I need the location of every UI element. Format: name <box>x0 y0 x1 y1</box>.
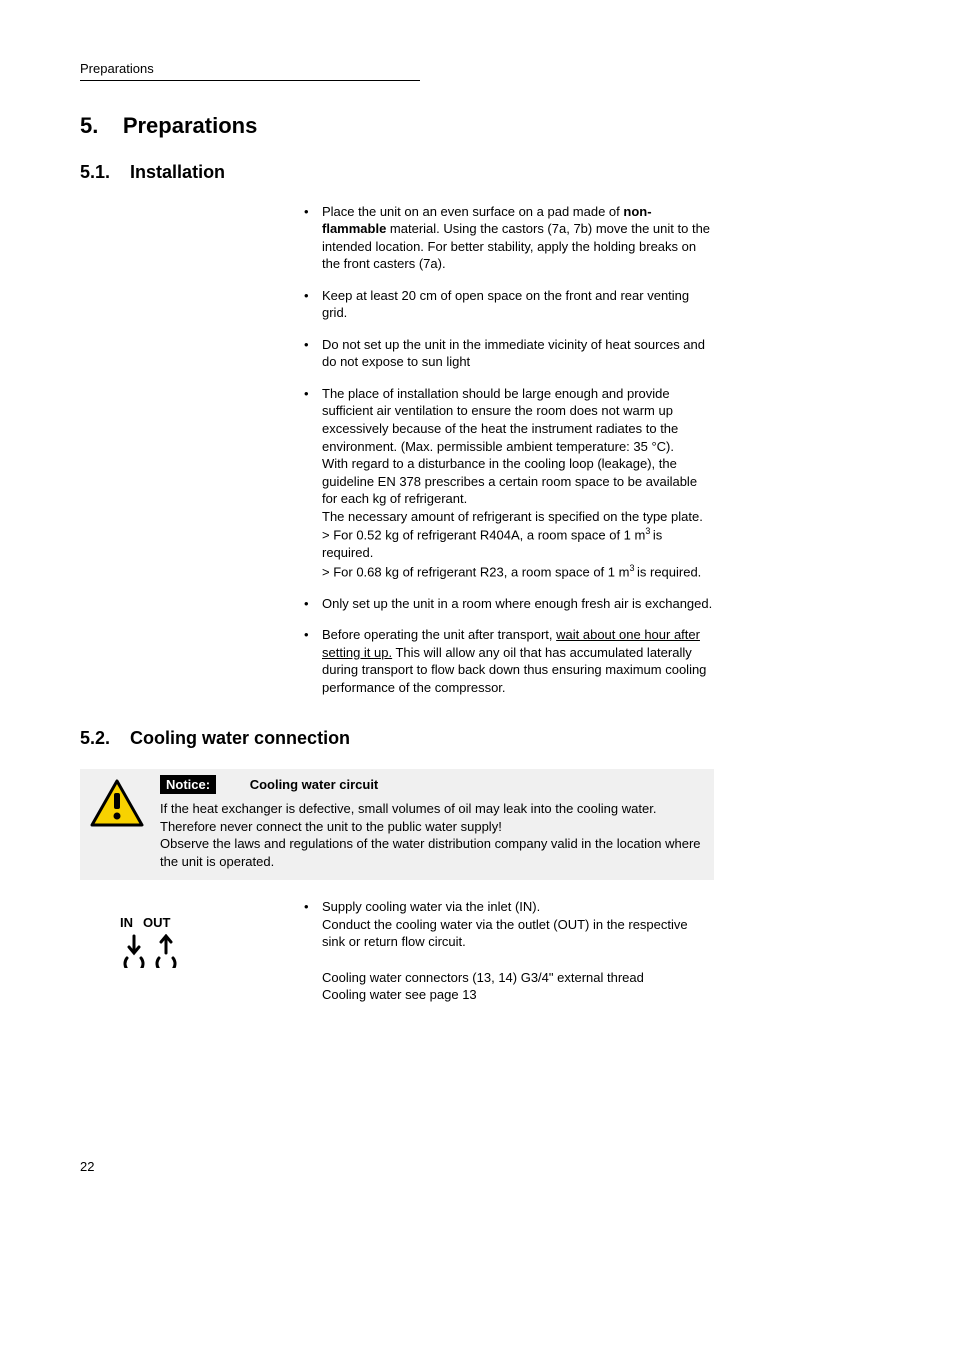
chapter-heading: 5. Preparations <box>80 111 714 141</box>
text: Supply cooling water via the inlet (IN). <box>322 899 540 914</box>
text: is required. <box>637 564 701 579</box>
text: Conduct the cooling water via the outlet… <box>322 917 688 950</box>
inout-col: IN OUT <box>80 898 300 1017</box>
text: Before operating the unit after transpor… <box>322 627 556 642</box>
installation-content: Place the unit on an even surface on a p… <box>300 203 714 697</box>
notice-text: If the heat exchanger is defective, smal… <box>160 800 704 835</box>
chapter-number: 5. <box>80 113 98 138</box>
superscript: 3 <box>645 526 653 536</box>
superscript: 3 <box>629 563 637 573</box>
chapter-title: Preparations <box>123 113 258 138</box>
list-item: Do not set up the unit in the immediate … <box>300 336 714 371</box>
running-head: Preparations <box>80 60 420 81</box>
notice-body: Notice: Cooling water circuit If the hea… <box>160 775 704 871</box>
inout-icon <box>120 934 184 968</box>
section-title: Cooling water connection <box>130 728 350 748</box>
list-item: Place the unit on an even surface on a p… <box>300 203 714 273</box>
list-item: Keep at least 20 cm of open space on the… <box>300 287 714 322</box>
text: The necessary amount of refrigerant is s… <box>322 509 703 524</box>
notice-title-row: Notice: Cooling water circuit <box>160 775 704 795</box>
text: Cooling water see page 13 <box>322 987 477 1002</box>
text: > For 0.68 kg of refrigerant R23, a room… <box>322 564 629 579</box>
list-item: Supply cooling water via the inlet (IN).… <box>300 898 714 1003</box>
text: The place of installation should be larg… <box>322 386 678 454</box>
in-label: IN <box>120 914 133 932</box>
list-item: Before operating the unit after transpor… <box>300 626 714 696</box>
cooling-water-content: Supply cooling water via the inlet (IN).… <box>300 898 714 1017</box>
notice-title: Cooling water circuit <box>250 777 379 792</box>
section-number: 5.2. <box>80 728 110 748</box>
list-item: Only set up the unit in a room where eno… <box>300 595 714 613</box>
list-item: The place of installation should be larg… <box>300 385 714 581</box>
warning-icon-col <box>90 775 160 871</box>
text: Cooling water connectors (13, 14) G3/4" … <box>322 970 644 985</box>
cooling-water-row: IN OUT Supply c <box>80 898 714 1017</box>
text: Place the unit on an even surface on a p… <box>322 204 623 219</box>
section-heading: 5.2. Cooling water connection <box>80 726 714 750</box>
section-installation: 5.1. Installation Place the unit on an e… <box>80 160 714 696</box>
section-cooling-water: 5.2. Cooling water connection Notice: Co… <box>80 726 714 1017</box>
warning-icon <box>90 779 144 827</box>
text: > For 0.52 kg of refrigerant R404A, a ro… <box>322 528 645 543</box>
section-title: Installation <box>130 162 225 182</box>
page-number: 22 <box>80 1158 714 1176</box>
notice-label: Notice: <box>160 775 216 795</box>
installation-list: Place the unit on an even surface on a p… <box>300 203 714 697</box>
notice-block: Notice: Cooling water circuit If the hea… <box>80 769 714 881</box>
inout-labels: IN OUT <box>120 914 300 932</box>
out-label: OUT <box>143 914 170 932</box>
section-heading: 5.1. Installation <box>80 160 714 184</box>
cooling-water-list: Supply cooling water via the inlet (IN).… <box>300 898 714 1003</box>
notice-text: Observe the laws and regulations of the … <box>160 835 704 870</box>
section-number: 5.1. <box>80 162 110 182</box>
text: With regard to a disturbance in the cool… <box>322 456 697 506</box>
